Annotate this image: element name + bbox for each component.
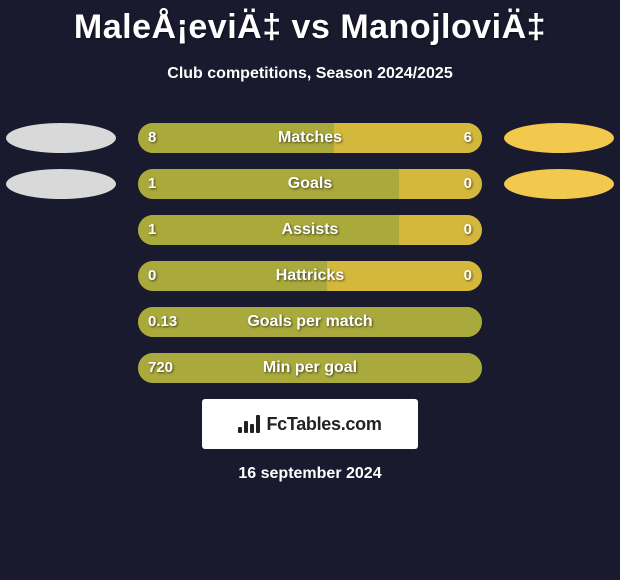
stat-row: Hattricks00 — [0, 261, 620, 291]
stat-bar-right — [399, 215, 482, 245]
stat-bar-left — [138, 123, 334, 153]
right-player-ellipse — [504, 169, 614, 199]
stat-bar-left — [138, 215, 399, 245]
right-player-ellipse — [504, 123, 614, 153]
stat-bar-right — [327, 261, 482, 291]
stat-bar-track — [138, 307, 482, 337]
stat-bar-right — [399, 169, 482, 199]
stat-bar-track — [138, 169, 482, 199]
stat-bar-left — [138, 307, 482, 337]
stat-row: Goals per match0.13 — [0, 307, 620, 337]
left-player-ellipse — [6, 123, 116, 153]
stat-bar-track — [138, 353, 482, 383]
stat-rows: Matches86 Goals10 Assists10 Hattricks00 Goal… — [0, 123, 620, 383]
fctables-logo[interactable]: FcTables.com — [202, 399, 418, 449]
stat-bar-left — [138, 169, 399, 199]
left-player-ellipse — [6, 169, 116, 199]
stat-bar-left — [138, 353, 482, 383]
stat-row: Matches86 — [0, 123, 620, 153]
stat-bar-left — [138, 261, 327, 291]
stat-bar-track — [138, 261, 482, 291]
stat-row: Assists10 — [0, 215, 620, 245]
stat-bar-right — [334, 123, 482, 153]
bar-chart-icon — [238, 415, 260, 433]
page-title: MaleÅ¡eviÄ‡ vs ManojloviÄ‡ — [0, 0, 620, 47]
subtitle: Club competitions, Season 2024/2025 — [0, 65, 620, 83]
stat-bar-track — [138, 123, 482, 153]
stat-row: Min per goal720 — [0, 353, 620, 383]
stat-row: Goals10 — [0, 169, 620, 199]
stat-bar-track — [138, 215, 482, 245]
date-label: 16 september 2024 — [0, 465, 620, 483]
logo-text: FcTables.com — [266, 414, 381, 435]
